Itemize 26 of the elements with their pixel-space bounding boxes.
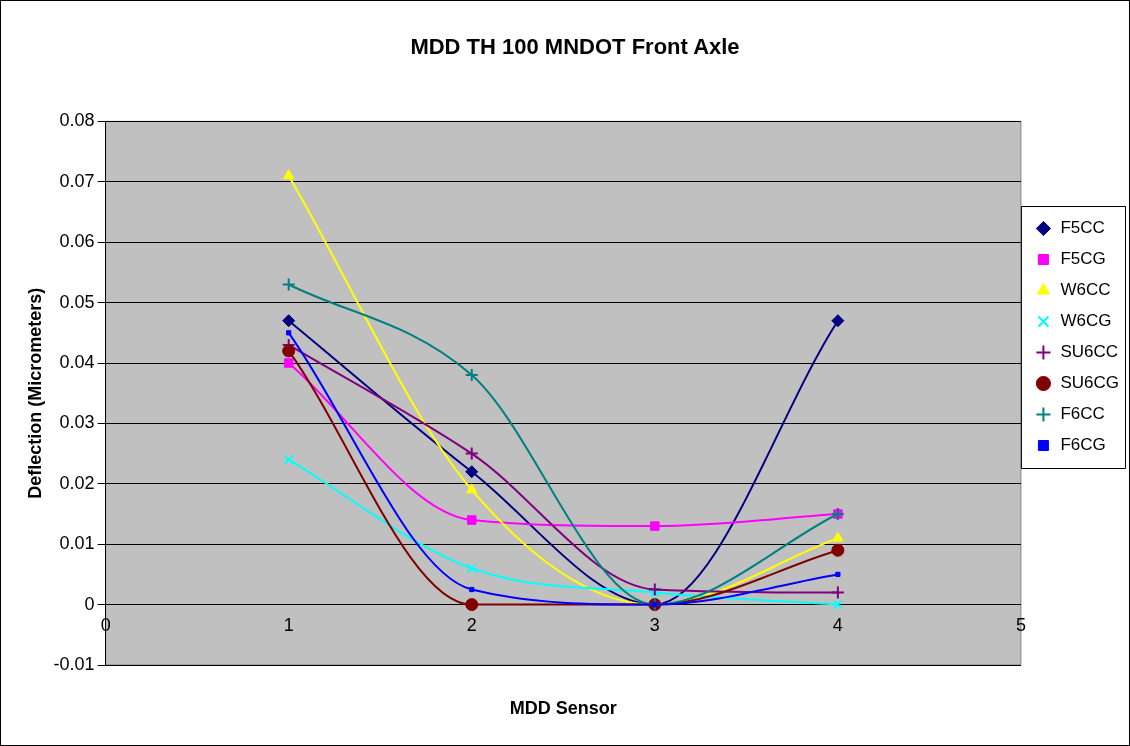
y-tick-label: 0.01 (59, 533, 95, 554)
legend-label: W6CC (1060, 280, 1111, 300)
x-tick-label: 4 (832, 615, 843, 636)
y-axis-title: Deflection (Micrometers) (24, 287, 45, 499)
y-tick-label: 0.03 (59, 412, 95, 433)
legend-label: F6CG (1060, 435, 1106, 455)
y-tick-label: 0 (84, 593, 95, 614)
y-tick-label: 0.02 (59, 472, 95, 493)
x-tick-label: 2 (466, 615, 477, 636)
x-tick-label: 3 (649, 615, 660, 636)
y-tick-label: -0.01 (53, 653, 95, 674)
y-tick-label: 0.06 (59, 231, 95, 252)
x-tick-label: 1 (283, 615, 294, 636)
chart-title: MDD TH 100 MNDOT Front Axle (410, 34, 740, 60)
legend-label: W6CG (1060, 311, 1112, 331)
legend-label: SU6CG (1060, 373, 1120, 393)
y-tick-label: 0.08 (59, 110, 95, 131)
y-tick-label: 0.05 (59, 291, 95, 312)
legend-label: F5CG (1060, 249, 1106, 269)
x-tick-label: 5 (1015, 615, 1026, 636)
legend-label: SU6CC (1060, 342, 1119, 362)
legend-label: F5CC (1060, 218, 1105, 238)
y-tick-label: 0.04 (59, 351, 95, 372)
y-tick-label: 0.07 (59, 170, 95, 191)
x-axis-title: MDD Sensor (509, 697, 617, 718)
legend-label: F6CC (1060, 404, 1105, 424)
